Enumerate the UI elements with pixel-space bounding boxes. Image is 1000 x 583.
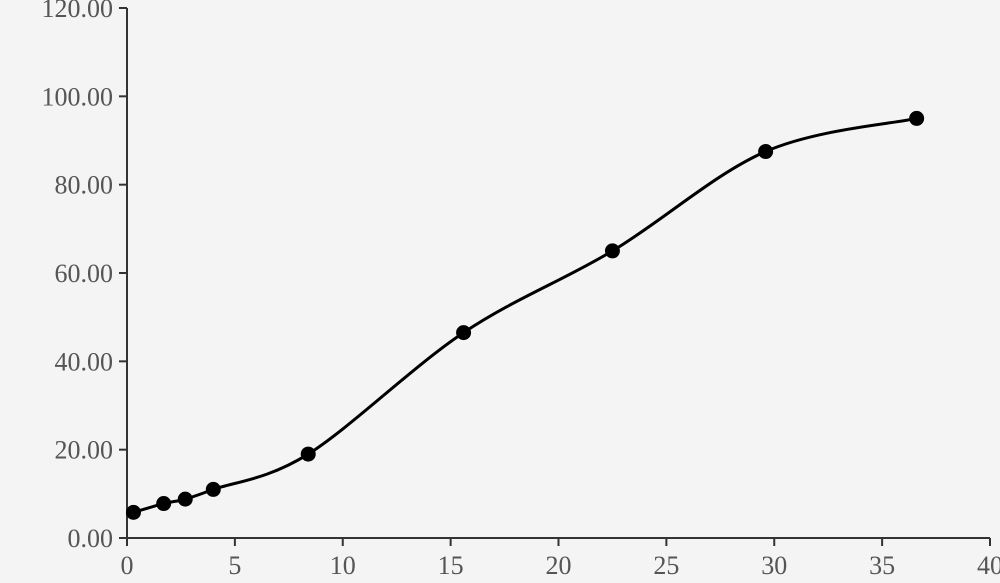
chart-background — [0, 0, 1000, 583]
y-tick-label: 0.00 — [68, 524, 114, 553]
x-tick-label: 30 — [761, 551, 787, 580]
x-tick-label: 15 — [438, 551, 464, 580]
data-point-marker — [605, 243, 620, 258]
y-tick-label: 120.00 — [42, 0, 114, 23]
data-point-marker — [758, 144, 773, 159]
chart-container: 0.00 20.00 40.00 60.00 80.00 100.00 120.00 0 5 10… — [0, 0, 1000, 583]
x-tick-label: 10 — [330, 551, 356, 580]
data-point-marker — [156, 496, 171, 511]
line-chart: 0.00 20.00 40.00 60.00 80.00 100.00 120.00 0 5 10… — [0, 0, 1000, 583]
y-tick-label: 80.00 — [55, 171, 114, 200]
x-tick-label: 5 — [228, 551, 241, 580]
data-point-marker — [206, 482, 221, 497]
data-point-marker — [301, 447, 316, 462]
data-point-marker — [909, 111, 924, 126]
y-tick-label: 20.00 — [55, 436, 114, 465]
data-point-marker — [456, 325, 471, 340]
y-tick-label: 100.00 — [42, 82, 114, 111]
x-tick-label: 40 — [977, 551, 1000, 580]
x-tick-label: 20 — [546, 551, 572, 580]
data-point-marker — [126, 505, 141, 520]
y-tick-label: 60.00 — [55, 259, 114, 288]
x-tick-label: 25 — [653, 551, 679, 580]
y-tick-label: 40.00 — [55, 347, 114, 376]
x-tick-label: 35 — [869, 551, 895, 580]
data-point-marker — [178, 492, 193, 507]
x-tick-label: 0 — [121, 551, 134, 580]
